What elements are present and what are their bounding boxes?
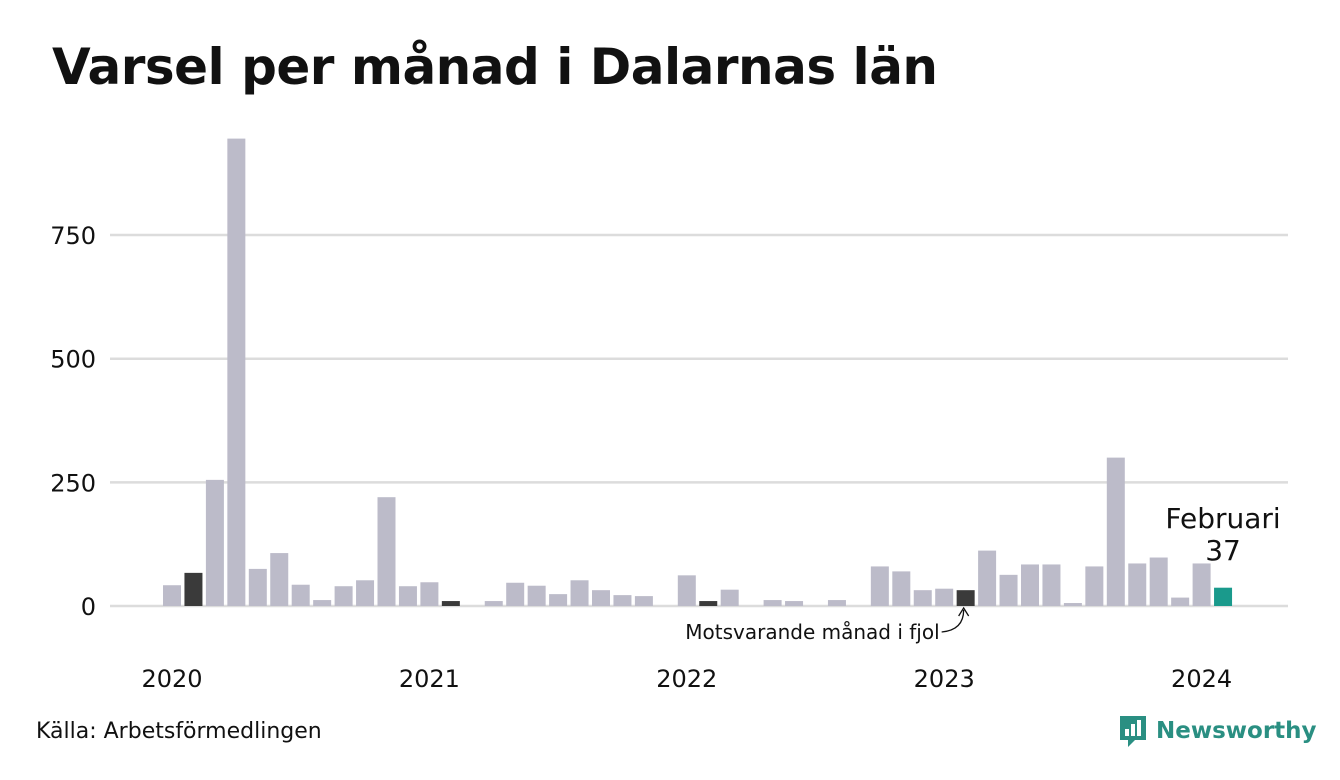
- bar: [870, 566, 889, 606]
- bar: [827, 600, 846, 606]
- x-tick-label: 2024: [1171, 665, 1232, 693]
- brand-name: Newsworthy: [1156, 718, 1317, 744]
- bar: [935, 588, 954, 606]
- bar: [356, 580, 375, 606]
- bar: [1128, 563, 1147, 606]
- bar: [785, 601, 804, 606]
- bar: [720, 589, 739, 606]
- bar: [377, 497, 396, 606]
- bar: [677, 575, 696, 606]
- bar: [549, 594, 568, 606]
- newsworthy-logo-icon: [1120, 716, 1146, 747]
- highlight-month-label: Februari: [1165, 502, 1280, 535]
- annotation-arrow: [941, 609, 965, 633]
- highlight-value-label: 37: [1205, 534, 1241, 567]
- brand-logo: Newsworthy: [1118, 714, 1317, 748]
- source-note: Källa: Arbetsförmedlingen: [36, 719, 322, 744]
- bar: [892, 571, 911, 606]
- bar: [978, 550, 997, 606]
- bar: [227, 138, 246, 606]
- bar: [398, 586, 417, 606]
- bar: [248, 568, 267, 606]
- bar: [313, 600, 332, 606]
- y-tick-label: 500: [50, 346, 96, 374]
- bar: [592, 590, 610, 606]
- bar: [506, 582, 525, 606]
- x-tick-label: 2022: [656, 665, 717, 693]
- bar: [1063, 603, 1082, 606]
- bar: [334, 586, 353, 606]
- bar: [1021, 564, 1039, 606]
- bar: [270, 553, 289, 606]
- bar-comparison: [441, 601, 460, 606]
- bar: [613, 595, 632, 606]
- y-tick-label: 750: [50, 222, 96, 250]
- bar: [484, 601, 503, 606]
- bars: [163, 138, 1233, 606]
- y-tick-label: 250: [50, 469, 96, 497]
- bar-comparison: [956, 590, 975, 606]
- bar: [1171, 597, 1190, 606]
- chart-title: Varsel per månad i Dalarnas län: [52, 38, 938, 96]
- bar: [1149, 557, 1168, 606]
- bar: [1106, 457, 1125, 606]
- bar: [527, 585, 546, 606]
- axis-labels: 0 250 500 750 2020 2021 2022 2023 2024: [50, 222, 1232, 693]
- bar: [420, 582, 439, 606]
- x-tick-label: 2021: [399, 665, 460, 693]
- bar: [570, 580, 589, 606]
- bar: [763, 600, 782, 606]
- x-tick-label: 2023: [914, 665, 975, 693]
- y-tick-label: 0: [81, 593, 96, 621]
- bar: [999, 574, 1018, 606]
- bar: [913, 590, 932, 606]
- bar-comparison: [699, 601, 718, 606]
- bar: [1085, 566, 1104, 606]
- bar: [163, 585, 181, 606]
- bar: [1192, 563, 1211, 606]
- bar: [205, 479, 224, 606]
- bar-comparison: [184, 572, 203, 606]
- comparison-annotation: Motsvarande månad i fjol: [685, 620, 939, 644]
- bar: [291, 584, 310, 606]
- bar: [1042, 564, 1061, 606]
- x-tick-label: 2020: [141, 665, 202, 693]
- annotation-arrowhead: [958, 606, 970, 617]
- bar: [634, 596, 653, 606]
- bar-highlight: [1214, 587, 1233, 606]
